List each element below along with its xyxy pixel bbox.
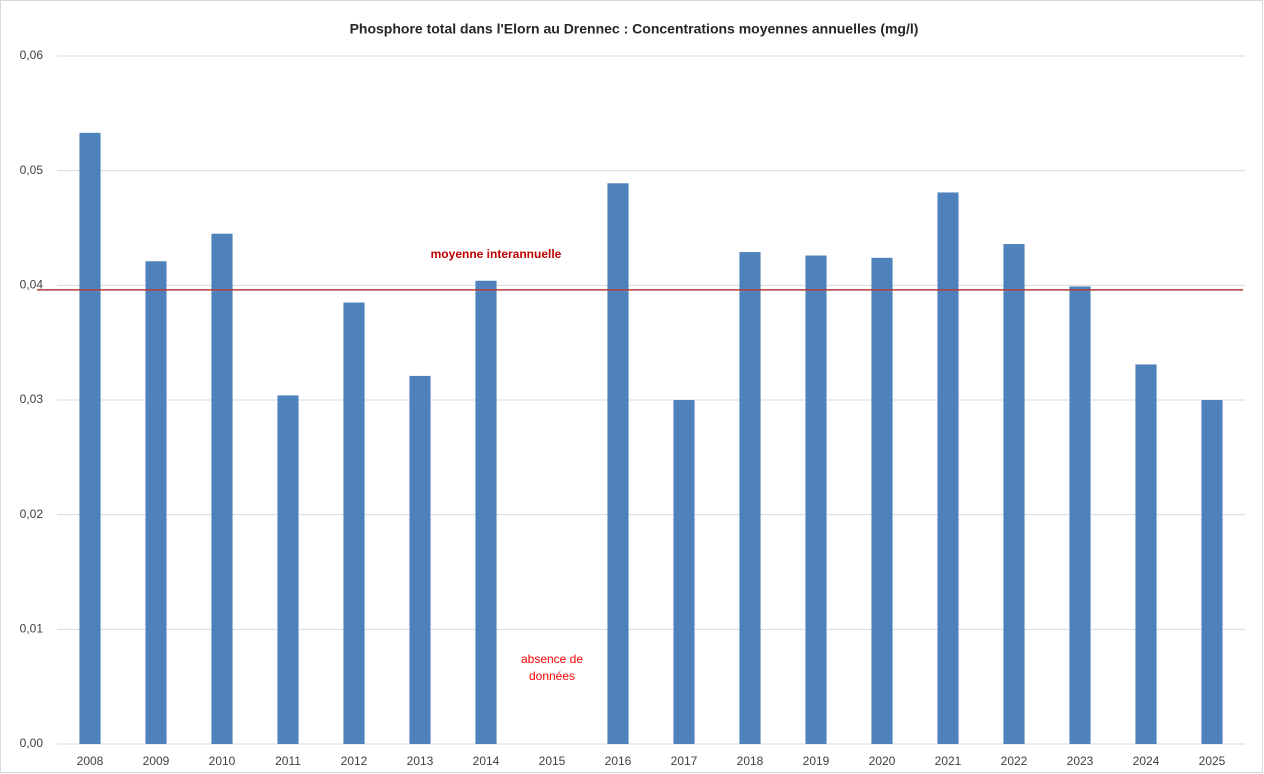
x-tick-label: 2023	[1067, 754, 1094, 768]
y-tick-label: 0,05	[20, 163, 44, 177]
bar	[343, 302, 365, 744]
y-tick-label: 0,04	[20, 278, 44, 292]
bar	[1069, 286, 1091, 744]
bar	[871, 257, 893, 744]
bar	[1201, 400, 1223, 744]
bar	[937, 192, 959, 744]
bar	[607, 183, 629, 744]
y-tick-label: 0,00	[20, 736, 44, 750]
bar	[673, 400, 695, 744]
bar	[739, 252, 761, 744]
y-tick-label: 0,01	[20, 622, 44, 636]
bar	[475, 280, 497, 744]
annotation: données	[529, 669, 575, 683]
bar	[409, 375, 431, 744]
x-tick-label: 2015	[539, 754, 566, 768]
x-tick-label: 2016	[605, 754, 632, 768]
bar	[805, 255, 827, 744]
x-tick-label: 2021	[935, 754, 962, 768]
reference-label: moyenne interannuelle	[431, 247, 562, 261]
x-tick-label: 2013	[407, 754, 434, 768]
x-tick-label: 2010	[209, 754, 236, 768]
bar	[1135, 364, 1157, 744]
annotation: absence de	[521, 652, 583, 666]
bar	[211, 233, 233, 744]
x-tick-label: 2008	[77, 754, 104, 768]
x-tick-label: 2018	[737, 754, 764, 768]
bar	[79, 132, 101, 744]
bar	[277, 395, 299, 744]
y-tick-label: 0,02	[20, 507, 44, 521]
bar	[145, 261, 167, 744]
x-tick-label: 2011	[275, 754, 301, 768]
x-tick-label: 2024	[1133, 754, 1160, 768]
x-tick-label: 2022	[1001, 754, 1028, 768]
x-tick-label: 2025	[1199, 754, 1226, 768]
x-tick-label: 2020	[869, 754, 896, 768]
y-tick-label: 0,03	[20, 392, 44, 406]
bar	[1003, 244, 1025, 744]
x-tick-label: 2009	[143, 754, 170, 768]
x-tick-label: 2017	[671, 754, 698, 768]
x-tick-label: 2012	[341, 754, 368, 768]
chart-title: Phosphore total dans l'Elorn au Drennec …	[350, 21, 919, 37]
y-tick-label: 0,06	[20, 48, 44, 62]
x-tick-label: 2014	[473, 754, 500, 768]
x-tick-label: 2019	[803, 754, 830, 768]
